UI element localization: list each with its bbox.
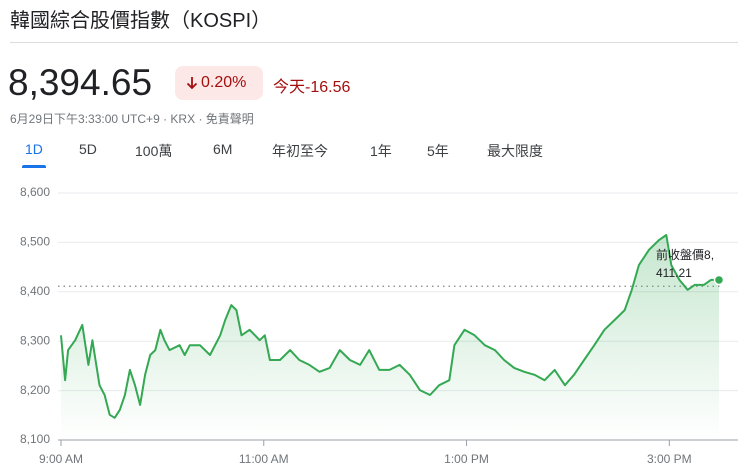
y-tick-label: 8,200	[20, 383, 50, 397]
tab[interactable]: 年初至今	[272, 143, 328, 159]
exchange: KRX	[170, 112, 196, 126]
tab[interactable]: 100萬	[135, 143, 173, 159]
tab-underline	[22, 165, 46, 168]
tab[interactable]: 6M	[213, 141, 233, 157]
change: -16.56	[305, 79, 351, 96]
change-badge: 0.20%	[175, 66, 263, 100]
price-line	[60, 234, 719, 419]
previous-close-label: 前收盤價8,411.21	[656, 246, 716, 282]
down-arrow	[186, 77, 198, 90]
tab[interactable]: 1D	[25, 141, 43, 157]
previous-close-text: 前收盤價	[656, 248, 705, 262]
timestamp-line: 6月29日下午3:33:00 UTC+9 · KRX · 免責聲明	[10, 112, 254, 126]
end-dot	[713, 274, 725, 286]
y-tick-label: 8,500	[20, 235, 50, 249]
y-tick-label: 8,100	[20, 432, 50, 446]
area	[61, 235, 719, 440]
disclaimer[interactable]: 免責聲明	[205, 112, 254, 126]
tab[interactable]: 5年	[427, 143, 449, 159]
x-tick-label: 3:00 PM	[647, 452, 692, 466]
price: 8,394.65	[8, 62, 153, 103]
x-tick-label: 9:00 AM	[39, 452, 83, 466]
divider	[10, 42, 738, 43]
y-tick-label: 8,600	[20, 185, 50, 199]
tab[interactable]: 最大限度	[487, 143, 543, 159]
tab[interactable]: 1年	[370, 143, 392, 159]
title: 韓國綜合股價指數（KOSPI）	[10, 10, 272, 32]
change-percent: 0.20%	[201, 74, 247, 91]
timestamp: 6月29日下午3:33:00 UTC+9	[10, 112, 160, 126]
today-label: 今天	[273, 79, 306, 96]
y-tick-label: 8,300	[20, 333, 50, 347]
x-tick-label: 11:00 AM	[239, 452, 289, 466]
today-change: 今天-16.56	[273, 73, 350, 97]
tab[interactable]: 5D	[79, 141, 97, 157]
x-tick-label: 1:00 PM	[444, 452, 489, 466]
y-tick-label: 8,400	[20, 284, 50, 298]
previous-close-value: 8,411.21	[656, 248, 715, 280]
